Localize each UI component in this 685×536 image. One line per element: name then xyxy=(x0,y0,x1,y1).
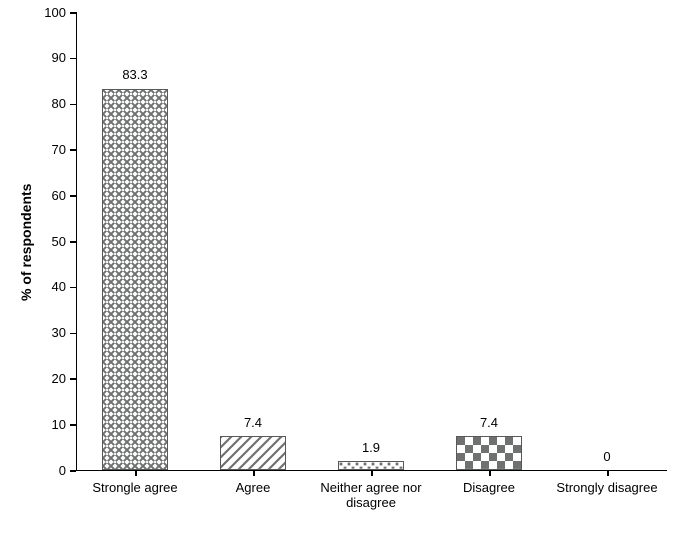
y-tick-label: 10 xyxy=(32,417,66,432)
y-tick-label: 60 xyxy=(32,188,66,203)
x-category-label: Strongly disagree xyxy=(550,480,664,495)
bar-value-label: 7.4 xyxy=(456,415,522,430)
x-category-label-line: Strongly disagree xyxy=(550,480,664,495)
y-tick-mark xyxy=(70,195,76,197)
y-tick-mark xyxy=(70,104,76,106)
y-tick-mark xyxy=(70,12,76,14)
y-tick-mark xyxy=(70,149,76,151)
bar xyxy=(338,461,404,470)
bar-value-label: 83.3 xyxy=(102,67,168,82)
x-category-label: Strongle agree xyxy=(78,480,192,495)
y-tick-label: 30 xyxy=(32,325,66,340)
respondents-bar-chart: % of respondents010203040506070809010083… xyxy=(0,0,685,536)
y-tick-label: 80 xyxy=(32,96,66,111)
x-category-label-line: Agree xyxy=(196,480,310,495)
x-category-label-line: Strongle agree xyxy=(78,480,192,495)
bar xyxy=(456,436,522,470)
y-tick-label: 100 xyxy=(32,5,66,20)
x-category-label-line: Disagree xyxy=(432,480,546,495)
y-tick-mark xyxy=(70,378,76,380)
y-tick-label: 20 xyxy=(32,371,66,386)
x-tick-mark xyxy=(607,470,609,476)
bar xyxy=(220,436,286,470)
x-category-label-line: disagree xyxy=(314,495,428,510)
y-tick-mark xyxy=(70,287,76,289)
y-tick-mark xyxy=(70,58,76,60)
x-category-label-line: Neither agree nor xyxy=(314,480,428,495)
y-tick-label: 70 xyxy=(32,142,66,157)
bar-value-label: 7.4 xyxy=(220,415,286,430)
bar-value-label: 1.9 xyxy=(338,440,404,455)
bar-value-label: 0 xyxy=(574,449,640,464)
x-tick-mark xyxy=(489,470,491,476)
y-tick-label: 0 xyxy=(32,463,66,478)
x-tick-mark xyxy=(253,470,255,476)
bar xyxy=(102,89,168,471)
y-tick-label: 40 xyxy=(32,279,66,294)
x-category-label: Disagree xyxy=(432,480,546,495)
x-category-label: Neither agree nordisagree xyxy=(314,480,428,510)
y-tick-mark xyxy=(70,333,76,335)
y-tick-mark xyxy=(70,470,76,472)
x-category-label: Agree xyxy=(196,480,310,495)
y-tick-mark xyxy=(70,241,76,243)
x-tick-mark xyxy=(135,470,137,476)
y-tick-label: 50 xyxy=(32,234,66,249)
x-tick-mark xyxy=(371,470,373,476)
y-tick-label: 90 xyxy=(32,50,66,65)
y-tick-mark xyxy=(70,424,76,426)
